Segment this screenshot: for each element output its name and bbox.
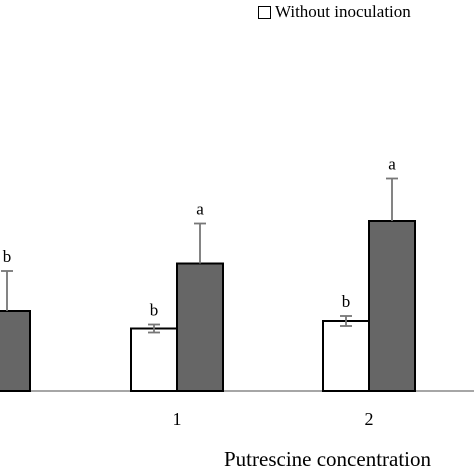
significance-letter-s0-c2: b — [342, 292, 351, 311]
significance-letter-s1-c2: a — [388, 155, 396, 174]
x-tick-label-2: 2 — [365, 409, 374, 429]
significance-letter-s1-c1: a — [196, 200, 204, 219]
bar-s0-c2 — [322, 320, 370, 392]
significance-letter-s0-c1: b — [150, 301, 159, 320]
legend-label-without-inoculation: Without inoculation — [275, 2, 411, 21]
bar-s0-c1 — [130, 327, 178, 392]
bar-s1-c1 — [176, 262, 224, 392]
legend-swatch-without-inoculation — [258, 5, 271, 19]
significance-letter-s1-c0: b — [3, 247, 12, 266]
legend: Without inoculation — [258, 2, 411, 22]
x-axis-label: Putrescine concentration — [224, 447, 432, 471]
x-tick-label-1: 1 — [173, 409, 182, 429]
bar-s1-c2 — [368, 220, 416, 392]
bar-s1-c0 — [0, 310, 31, 392]
